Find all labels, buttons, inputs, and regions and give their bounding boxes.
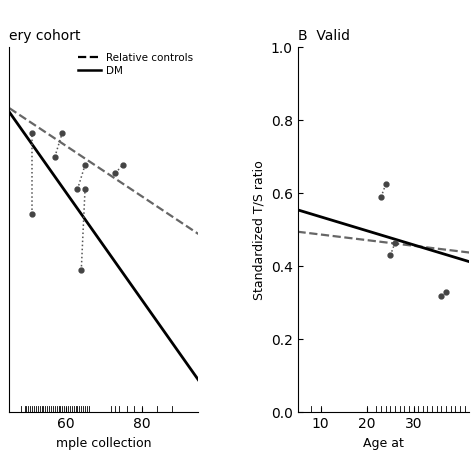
X-axis label: Age at: Age at: [363, 437, 404, 450]
Text: B  Valid: B Valid: [298, 29, 349, 44]
Text: ery cohort: ery cohort: [9, 29, 81, 44]
Y-axis label: Standardized T/S ratio: Standardized T/S ratio: [252, 160, 265, 300]
X-axis label: mple collection: mple collection: [56, 437, 152, 450]
Legend: Relative controls, DM: Relative controls, DM: [78, 53, 193, 76]
